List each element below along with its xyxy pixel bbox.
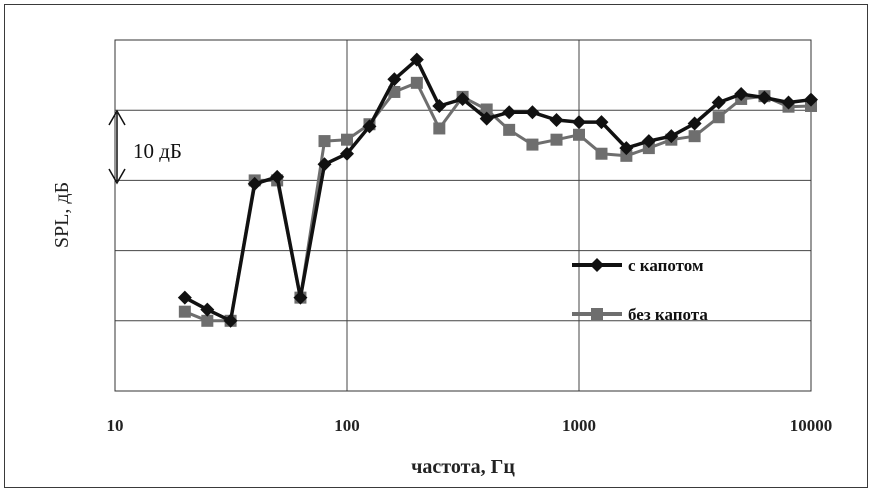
series-group [177, 52, 818, 328]
series-0-point-8 [362, 119, 377, 134]
series-1-point-16 [550, 133, 563, 146]
series-1-point-14 [503, 123, 516, 136]
series-1-point-6 [318, 135, 331, 148]
series-1-point-13 [480, 103, 493, 116]
series-1-point-0 [178, 305, 191, 318]
series-1-point-10 [410, 76, 423, 89]
series-0-point-26 [781, 95, 796, 110]
series-0-point-22 [687, 116, 702, 131]
series-1-point-19 [620, 149, 633, 162]
legend-marker-without-hood [591, 308, 603, 320]
series-1-point-15 [526, 138, 539, 151]
legend-label-without-hood: без капота [628, 305, 708, 324]
series-0 [177, 52, 818, 328]
x-tick-label-2: 1000 [562, 416, 596, 435]
plot-area [114, 39, 812, 392]
series-0-point-4 [270, 169, 285, 184]
series-0-point-15 [525, 105, 540, 120]
series-0-point-7 [340, 146, 354, 161]
series-0-point-11 [432, 98, 447, 113]
series-0-line [183, 57, 812, 323]
series-0-point-20 [641, 134, 656, 149]
legend: с капотом без капота [572, 256, 708, 324]
series-0-point-3 [247, 176, 262, 191]
series-1-point-17 [573, 128, 585, 141]
series-0-point-16 [549, 113, 564, 128]
series-0-point-5 [293, 290, 308, 305]
legend-label-with-hood: с капотом [628, 256, 704, 275]
series-0-point-17 [572, 115, 586, 130]
series-1-point-7 [341, 133, 353, 146]
series-1-point-20 [642, 142, 655, 155]
x-axis-label: частота, Гц [411, 456, 515, 478]
series-0-point-24 [734, 87, 749, 102]
series-0-point-21 [664, 129, 679, 144]
series-1-point-11 [433, 122, 446, 135]
x-tick-label-0: 10 [107, 416, 124, 435]
series-0-point-12 [455, 91, 470, 106]
annotation-arrowhead-bottom [108, 168, 126, 185]
series-0-point-18 [594, 115, 609, 130]
series-1-point-1 [201, 314, 214, 327]
series-0-point-9 [387, 72, 402, 87]
series-0-point-13 [479, 111, 494, 126]
dimension-annotation: 10 дБ [108, 109, 182, 185]
series-1-point-23 [712, 111, 725, 124]
series-0-point-6 [317, 157, 332, 172]
series-1-point-22 [688, 130, 701, 143]
series-0-point-27 [804, 92, 818, 107]
x-tick-label-3: 10000 [790, 416, 833, 435]
series-0-point-10 [409, 52, 424, 67]
series-0-point-1 [200, 302, 215, 317]
legend-marker-with-hood [590, 258, 604, 272]
annotation-label: 10 дБ [133, 139, 182, 163]
series-0-point-23 [711, 95, 726, 110]
series-0-point-2 [223, 313, 238, 328]
series-1-point-9 [388, 85, 401, 98]
series-0-point-0 [177, 290, 192, 305]
annotation-arrowhead-top [108, 109, 126, 126]
series-0-point-19 [619, 141, 634, 156]
series-0-point-14 [502, 105, 517, 120]
x-tick-label-1: 100 [334, 416, 360, 435]
series-0-point-25 [757, 90, 772, 105]
chart-frame [4, 4, 868, 488]
x-tick-labels: 10 100 1000 10000 [107, 416, 833, 435]
series-1-point-18 [595, 147, 608, 160]
y-axis-label: SPL, дБ [51, 182, 73, 248]
